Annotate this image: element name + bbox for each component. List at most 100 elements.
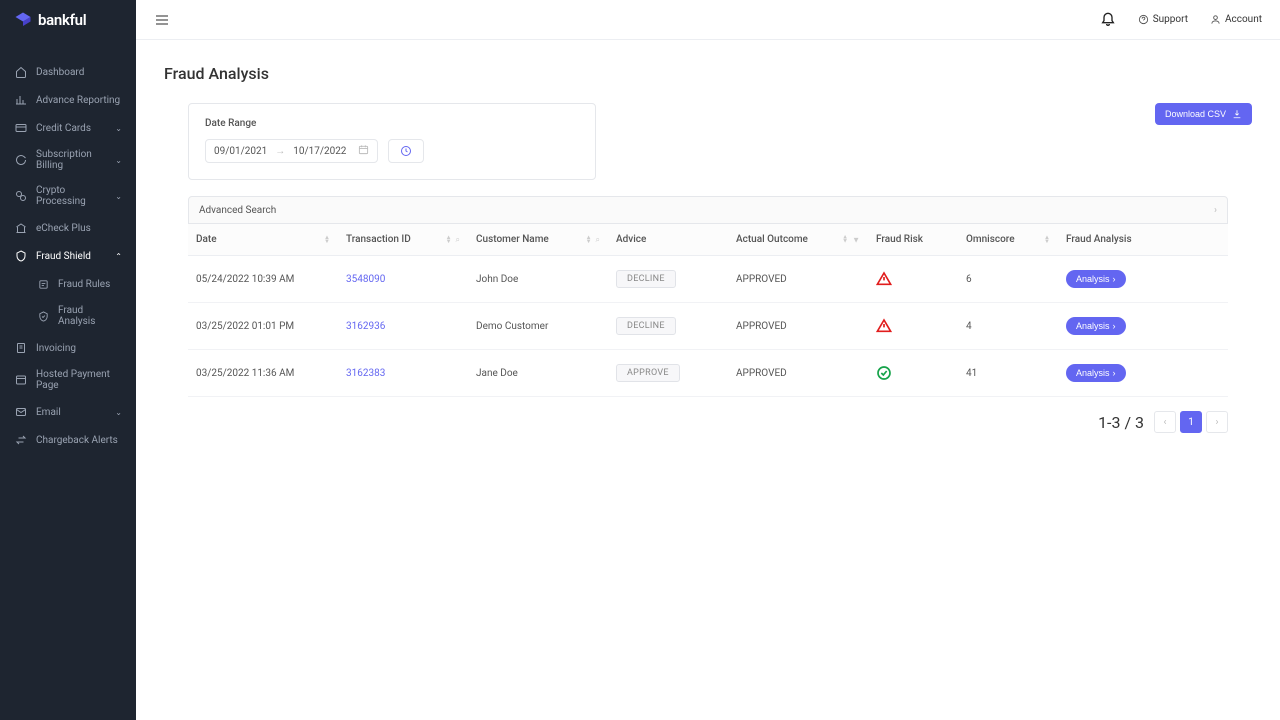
chevron-down-icon: ⌄ <box>115 156 122 165</box>
brand-logo[interactable]: bankful <box>0 0 136 40</box>
page-title: Fraud Analysis <box>164 64 1252 83</box>
page-icon <box>14 373 28 387</box>
support-icon <box>1138 14 1149 25</box>
col-omniscore[interactable]: Omniscore▲▼ <box>958 224 1058 256</box>
sort-icon: ▲▼ <box>586 236 592 244</box>
sidebar-item-label: Advance Reporting <box>36 95 120 106</box>
refresh-icon <box>14 153 28 167</box>
sidebar-item-hosted-payment[interactable]: Hosted Payment Page <box>0 362 136 398</box>
pagination-page-1[interactable]: 1 <box>1180 411 1202 433</box>
analysis-button[interactable]: Analysis › <box>1066 270 1126 288</box>
cell-advice: DECLINE <box>608 303 728 350</box>
cell-risk <box>868 350 958 397</box>
sidebar-item-label: Subscription Billing <box>36 149 107 171</box>
chart-icon <box>14 93 28 107</box>
col-date[interactable]: Date▲▼ <box>188 224 338 256</box>
cell-customer: John Doe <box>468 256 608 303</box>
date-range-input[interactable]: 09/01/2021 → 10/17/2022 <box>205 139 378 163</box>
cell-date: 03/25/2022 11:36 AM <box>188 350 338 397</box>
cell-customer: Demo Customer <box>468 303 608 350</box>
chevron-right-icon: › <box>1113 321 1116 331</box>
analysis-button[interactable]: Analysis › <box>1066 317 1126 335</box>
table-row: 03/25/2022 11:36 AM3162383Jane DoeAPPROV… <box>188 350 1228 397</box>
date-from: 09/01/2021 <box>214 146 267 157</box>
sidebar-item-invoicing[interactable]: Invoicing <box>0 334 136 362</box>
sidebar-item-crypto-processing[interactable]: Crypto Processing ⌄ <box>0 178 136 214</box>
cell-transaction-id[interactable]: 3162383 <box>338 350 468 397</box>
table-row: 05/24/2022 10:39 AM3548090John DoeDECLIN… <box>188 256 1228 303</box>
sidebar-item-echeck-plus[interactable]: eCheck Plus <box>0 214 136 242</box>
cell-transaction-id[interactable]: 3548090 <box>338 256 468 303</box>
sidebar-item-email[interactable]: Email ⌄ <box>0 398 136 426</box>
sidebar-item-fraud-analysis[interactable]: Fraud Analysis <box>0 298 136 334</box>
support-link[interactable]: Support <box>1138 14 1188 25</box>
sidebar-item-label: Fraud Shield <box>36 251 91 262</box>
brand-logo-icon <box>14 11 32 29</box>
table-row: 03/25/2022 01:01 PM3162936Demo CustomerD… <box>188 303 1228 350</box>
home-icon <box>14 65 28 79</box>
date-range-filter: Date Range 09/01/2021 → 10/17/2022 <box>188 103 596 180</box>
date-range-label: Date Range <box>205 118 579 129</box>
card-icon <box>14 121 28 135</box>
chevron-right-icon: › <box>1214 205 1217 216</box>
chevron-right-icon: › <box>1113 274 1116 284</box>
col-actual-outcome[interactable]: Actual Outcome▲▼▼ <box>728 224 868 256</box>
sidebar-item-label: Email <box>36 407 61 418</box>
advanced-search-toggle[interactable]: Advanced Search › <box>188 196 1228 224</box>
support-label: Support <box>1153 14 1188 25</box>
account-label: Account <box>1225 14 1262 25</box>
date-to: 10/17/2022 <box>293 146 346 157</box>
col-transaction-id[interactable]: Transaction ID▲▼⌕ <box>338 224 468 256</box>
cell-outcome: APPROVED <box>728 350 868 397</box>
mail-icon <box>14 405 28 419</box>
chevron-right-icon: › <box>1113 368 1116 378</box>
cell-date: 05/24/2022 10:39 AM <box>188 256 338 303</box>
bank-icon <box>14 221 28 235</box>
sidebar-item-fraud-rules[interactable]: Fraud Rules <box>0 270 136 298</box>
sidebar-item-label: Invoicing <box>36 343 76 354</box>
fraud-analysis-table: Date▲▼ Transaction ID▲▼⌕ Customer Name▲▼… <box>188 224 1228 397</box>
pagination-next[interactable]: › <box>1206 411 1228 433</box>
cell-risk <box>868 256 958 303</box>
clock-icon <box>400 145 412 157</box>
warning-triangle-icon <box>876 318 950 334</box>
download-icon <box>1232 109 1242 119</box>
cell-risk <box>868 303 958 350</box>
filter-icon: ▼ <box>852 235 860 244</box>
cell-transaction-id[interactable]: 3162936 <box>338 303 468 350</box>
sidebar-item-label: eCheck Plus <box>36 223 91 234</box>
sidebar-item-label: Crypto Processing <box>36 185 107 207</box>
sidebar-item-advance-reporting[interactable]: Advance Reporting <box>0 86 136 114</box>
pagination-prev[interactable]: ‹ <box>1154 411 1176 433</box>
refresh-button[interactable] <box>388 139 424 163</box>
sidebar-item-fraud-shield[interactable]: Fraud Shield ⌃ <box>0 242 136 270</box>
menu-toggle-icon[interactable] <box>154 12 170 28</box>
chevron-down-icon: ⌄ <box>115 192 122 201</box>
sidebar: bankful Dashboard Advance Reporting Cred… <box>0 0 136 720</box>
account-link[interactable]: Account <box>1210 14 1262 25</box>
sidebar-item-credit-cards[interactable]: Credit Cards ⌄ <box>0 114 136 142</box>
cell-omniscore: 4 <box>958 303 1058 350</box>
chevron-up-icon: ⌃ <box>115 252 122 261</box>
crypto-icon <box>14 189 28 203</box>
cell-outcome: APPROVED <box>728 256 868 303</box>
sidebar-nav: Dashboard Advance Reporting Credit Cards… <box>0 40 136 454</box>
sidebar-item-dashboard[interactable]: Dashboard <box>0 58 136 86</box>
sidebar-item-label: Fraud Rules <box>58 279 110 290</box>
analysis-button[interactable]: Analysis › <box>1066 364 1126 382</box>
sort-icon: ▲▼ <box>324 236 330 244</box>
notification-bell-icon[interactable] <box>1100 10 1116 29</box>
shield-check-icon <box>36 309 50 323</box>
sidebar-item-subscription-billing[interactable]: Subscription Billing ⌄ <box>0 142 136 178</box>
download-csv-button[interactable]: Download CSV <box>1155 103 1252 125</box>
pagination-summary: 1-3 / 3 <box>1098 413 1144 432</box>
sort-icon: ▲▼ <box>1044 236 1050 244</box>
cell-action: Analysis › <box>1058 256 1228 303</box>
col-customer-name[interactable]: Customer Name▲▼⌕ <box>468 224 608 256</box>
pagination: 1-3 / 3 ‹ 1 › <box>188 411 1228 433</box>
shield-icon <box>14 249 28 263</box>
sort-icon: ▲▼ <box>446 236 452 244</box>
cell-action: Analysis › <box>1058 350 1228 397</box>
sidebar-item-chargeback-alerts[interactable]: Chargeback Alerts <box>0 426 136 454</box>
cell-omniscore: 41 <box>958 350 1058 397</box>
